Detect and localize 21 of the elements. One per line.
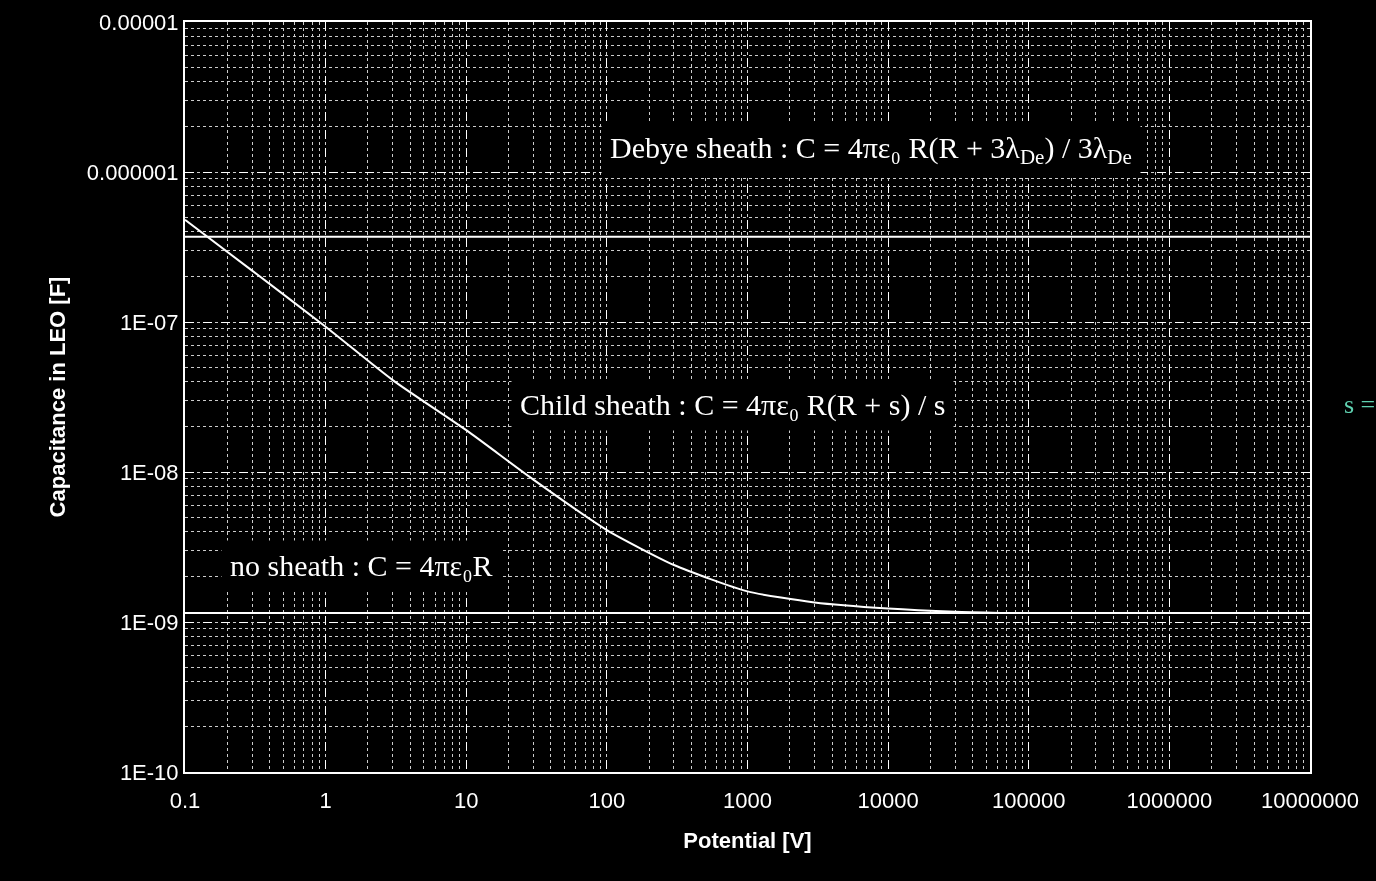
- annotation: no sheath : C = 4πε₀R: [230, 549, 493, 582]
- text: s =: [1344, 390, 1376, 419]
- x-tick-label: 10000: [857, 788, 919, 814]
- x-tick-label: 1: [319, 788, 332, 814]
- y-tick-label: 1E-07: [119, 309, 179, 335]
- x-tick-label: 10000000: [1261, 788, 1359, 814]
- annotation: Debye sheath : C = 4πε₀ R(R + 3λ$_{De}$) / 3λ$_{De}$: [610, 131, 1132, 170]
- x-tick-label: 100000: [992, 788, 1066, 814]
- y-tick-label: 1E-09: [119, 609, 179, 635]
- y-tick-label: 0.00001: [99, 9, 179, 35]
- y-tick-label: 0.000001: [86, 159, 179, 185]
- y-axis-title: Capacitance in LEO [F]: [45, 276, 71, 518]
- x-tick-label: 0.1: [169, 788, 201, 814]
- x-tick-label: 1000000: [1126, 788, 1213, 814]
- y-tick-label: 1E-08: [119, 459, 179, 485]
- x-tick-label: 10: [454, 788, 479, 814]
- annotation: Child sheath : C = 4πε₀ R(R + s) / s: [520, 388, 946, 422]
- x-tick-label: 100: [588, 788, 626, 814]
- y-tick-label: 1E-10: [119, 759, 179, 785]
- x-axis-title: Potential [V]: [683, 827, 812, 853]
- x-tick-label: 1000: [723, 788, 772, 814]
